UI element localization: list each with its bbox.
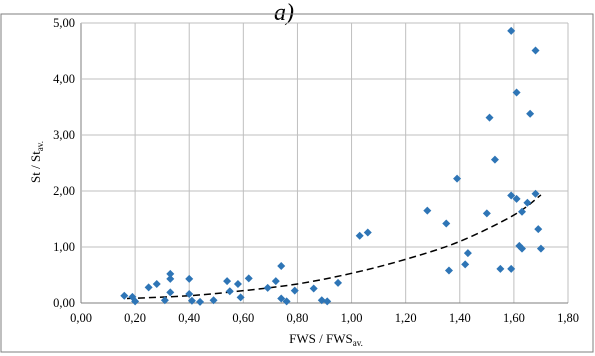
x-tick-label: 1,80 xyxy=(557,311,579,325)
x-tick-label: 0,80 xyxy=(287,311,309,325)
data-point xyxy=(518,207,527,216)
x-axis-title-sub: av. xyxy=(353,338,363,348)
data-point xyxy=(512,88,521,97)
data-point xyxy=(271,277,280,286)
x-tick-label: 0,20 xyxy=(124,311,146,325)
data-point xyxy=(282,297,291,306)
y-axis-title-main: St / St xyxy=(28,151,43,183)
y-tick-label: 1,00 xyxy=(53,240,75,254)
x-axis-title-main: FWS / FWS xyxy=(289,331,353,346)
data-point xyxy=(244,274,253,283)
y-tick-label: 4,00 xyxy=(53,72,75,86)
data-point xyxy=(507,264,516,273)
data-point xyxy=(166,274,175,283)
data-point xyxy=(482,209,491,218)
y-tick-labels: 0,00 1,00 2,00 3,00 4,00 5,00 xyxy=(53,16,75,310)
data-point xyxy=(453,174,462,183)
data-point xyxy=(531,46,540,55)
data-point xyxy=(160,296,169,305)
data-point xyxy=(152,279,161,288)
data-point xyxy=(290,286,299,295)
data-point xyxy=(490,155,499,164)
x-tick-label: 0,60 xyxy=(232,311,254,325)
y-tick-label: 5,00 xyxy=(53,16,75,30)
x-tick-labels: 0,00 0,20 0,40 0,60 0,80 1,00 1,20 1,40 1,60 1,80 xyxy=(70,311,579,325)
data-point xyxy=(236,293,245,302)
data-point xyxy=(185,274,194,283)
y-tick-label: 0,00 xyxy=(53,296,75,310)
data-point xyxy=(131,297,140,306)
data-point xyxy=(442,219,451,228)
data-point xyxy=(534,225,543,234)
data-point xyxy=(507,191,516,200)
trendline xyxy=(126,194,542,300)
data-point xyxy=(263,283,272,292)
data-point xyxy=(363,228,372,237)
data-point xyxy=(317,296,326,305)
data-point xyxy=(461,260,470,269)
data-point xyxy=(223,277,232,286)
x-axis-title: FWS / FWSav. xyxy=(289,331,363,348)
x-tick-label: 1,60 xyxy=(503,311,525,325)
data-point xyxy=(496,264,505,273)
data-point xyxy=(512,194,521,203)
y-tick-label: 3,00 xyxy=(53,128,75,142)
data-point xyxy=(507,26,516,35)
y-axis-title: St / Stav. xyxy=(28,141,45,183)
gridlines xyxy=(80,22,569,304)
data-point xyxy=(531,189,540,198)
data-point xyxy=(185,290,194,299)
data-point xyxy=(485,113,494,122)
data-point xyxy=(526,109,535,118)
data-point xyxy=(233,279,242,288)
x-tick-label: 0,00 xyxy=(70,311,92,325)
x-tick-label: 0,40 xyxy=(178,311,200,325)
data-point xyxy=(120,291,129,300)
data-point xyxy=(225,287,234,296)
data-point xyxy=(309,284,318,293)
data-point xyxy=(166,288,175,297)
data-point xyxy=(277,294,286,303)
data-points xyxy=(120,26,545,306)
y-tick-label: 2,00 xyxy=(53,184,75,198)
x-tick-label: 1,20 xyxy=(395,311,417,325)
data-point xyxy=(187,296,196,305)
data-point xyxy=(209,296,218,305)
x-tick-label: 1,00 xyxy=(341,311,363,325)
data-point xyxy=(144,283,153,292)
y-axis-title-sub: av. xyxy=(35,141,45,151)
data-point xyxy=(518,244,527,253)
data-point xyxy=(355,231,364,240)
data-point xyxy=(444,266,453,275)
panel-label: a) xyxy=(274,0,294,26)
data-point xyxy=(536,244,545,253)
data-point xyxy=(323,297,332,306)
data-point xyxy=(196,297,205,306)
x-tick-label: 1,40 xyxy=(449,311,471,325)
data-point xyxy=(523,198,532,207)
data-point xyxy=(334,278,343,287)
chart-frame xyxy=(0,13,594,353)
data-point xyxy=(277,262,286,271)
data-point xyxy=(423,206,432,215)
data-point xyxy=(463,249,472,258)
data-point xyxy=(166,269,175,278)
